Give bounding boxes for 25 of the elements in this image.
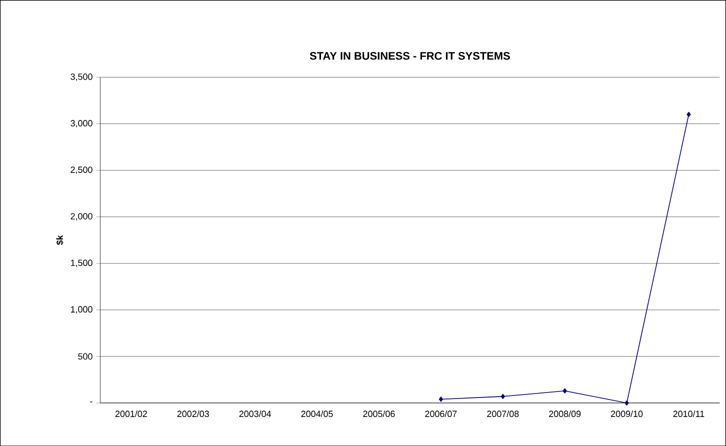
point xyxy=(438,396,443,402)
chart-title: STAY IN BUSINESS - FRC IT SYSTEMS xyxy=(310,52,510,60)
x-tick-label: 2005/06 xyxy=(363,410,395,417)
point xyxy=(562,388,567,394)
x-tick-label: 2006/07 xyxy=(425,410,457,417)
x-tick-label: 2010/11 xyxy=(673,410,704,417)
point xyxy=(624,400,629,406)
x-tick-label: 2008/09 xyxy=(549,410,581,417)
x-tick-label: 2009/10 xyxy=(611,410,643,417)
point xyxy=(686,112,691,117)
x-tick-label: 2007/08 xyxy=(487,410,519,417)
y-tick-label: 500 xyxy=(78,353,92,360)
y-axis-title: $k xyxy=(56,234,64,245)
y-tick-label: 2,000 xyxy=(70,213,92,220)
y-tick-label: 1,500 xyxy=(70,260,92,267)
y-tick-label: 3,500 xyxy=(70,73,92,81)
x-tick-label: 2003/04 xyxy=(239,410,272,417)
x-tick-label: 2001/02 xyxy=(115,410,147,417)
y-tick-label: 3,000 xyxy=(70,120,92,128)
point xyxy=(500,394,505,399)
y-tick-label: 2,500 xyxy=(70,166,92,174)
y-tick-label: - xyxy=(90,401,92,402)
x-tick-label: 2002/03 xyxy=(177,410,209,417)
y-tick-label: 1,000 xyxy=(70,306,92,314)
x-tick-label: 2004/05 xyxy=(301,410,333,417)
